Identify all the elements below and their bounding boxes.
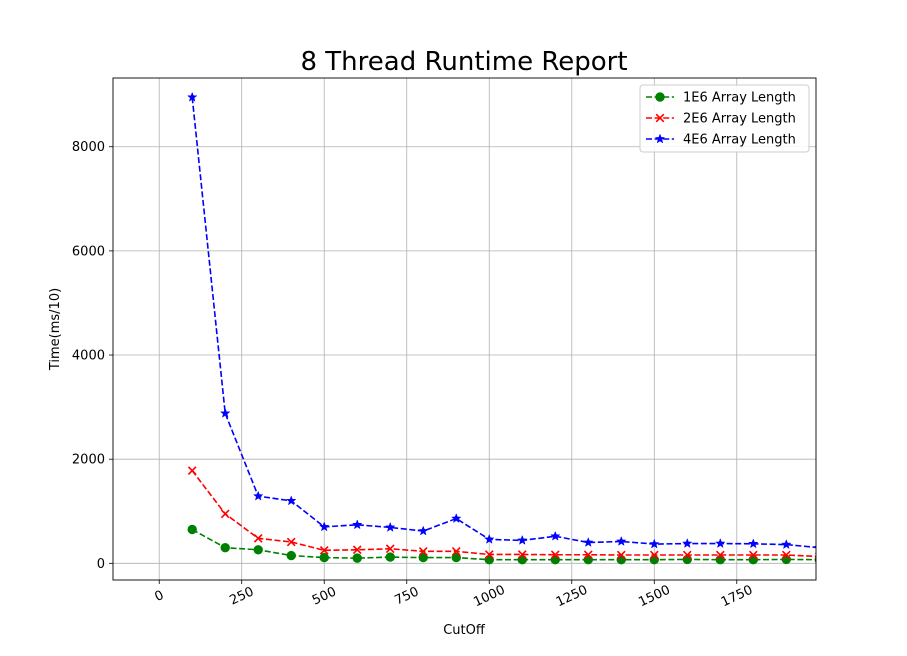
data-point — [682, 550, 692, 560]
y-axis-label: Time(ms/10) — [48, 288, 63, 371]
data-point — [418, 552, 428, 563]
data-point — [748, 550, 758, 560]
legend-label: 2E6 Array Length — [683, 112, 796, 127]
data-point — [484, 550, 494, 559]
data-point — [252, 490, 264, 501]
data-point — [484, 533, 495, 544]
data-point — [286, 550, 296, 561]
data-point — [219, 407, 231, 418]
series-line — [191, 470, 816, 558]
data-point — [517, 550, 527, 559]
data-point — [384, 521, 396, 532]
data-point — [550, 530, 561, 541]
series-line — [191, 528, 816, 561]
data-point — [220, 509, 230, 519]
legend-marker — [655, 92, 665, 102]
legend-label: 4E6 Array Length — [683, 133, 796, 148]
y-tick-label: 0 — [97, 557, 105, 572]
data-point — [220, 543, 230, 553]
data-point — [352, 545, 362, 555]
data-point — [186, 91, 198, 102]
data-point — [253, 545, 263, 555]
data-point — [781, 554, 791, 565]
x-tick-label: 1000 — [471, 583, 507, 611]
x-tick-label: 750 — [393, 584, 422, 608]
data-point — [682, 538, 693, 549]
data-point — [286, 537, 296, 547]
data-point — [450, 513, 462, 524]
y-tick-label: 8000 — [72, 140, 105, 155]
data-point — [285, 495, 297, 506]
data-point — [649, 538, 660, 549]
x-tick-label: 1500 — [636, 583, 672, 611]
data-point — [417, 525, 429, 536]
data-point — [352, 553, 362, 563]
legend-marker — [655, 113, 665, 123]
legend-item: 2E6 Array Length — [646, 112, 796, 127]
data-point — [319, 545, 329, 555]
data-point — [187, 524, 197, 535]
x-tick-label: 1250 — [554, 583, 590, 611]
series-3 — [186, 91, 816, 550]
series-2 — [187, 466, 816, 561]
data-point — [318, 521, 330, 532]
data-point — [616, 550, 626, 560]
data-point — [550, 550, 560, 560]
data-point — [385, 552, 395, 562]
x-tick-label: 0 — [152, 588, 166, 605]
data-point — [748, 554, 758, 565]
data-point — [351, 519, 363, 530]
data-point — [682, 554, 692, 565]
data-point — [517, 534, 528, 545]
legend-box — [639, 84, 810, 153]
x-axis-label: CutOff — [443, 623, 486, 638]
data-point — [649, 550, 659, 560]
y-tick-label: 2000 — [72, 453, 105, 468]
axis-ticks: 0 250 500 750 1000 1250 1500 1750 0 2000 4000 6000 8… — [72, 140, 755, 610]
data-point — [814, 552, 816, 561]
data-point — [385, 544, 395, 554]
data-point — [715, 554, 725, 565]
data-point — [451, 552, 461, 563]
legend-marker — [654, 133, 666, 144]
grid — [113, 78, 816, 580]
legend-item: 4E6 Array Length — [646, 133, 796, 148]
x-tick-label: 500 — [310, 584, 339, 608]
data-point — [616, 554, 626, 565]
data-point — [319, 552, 329, 563]
y-tick-label: 4000 — [72, 349, 105, 364]
series-1 — [187, 524, 816, 565]
data-point — [781, 550, 791, 560]
data-point — [649, 554, 659, 565]
plot-frame — [112, 77, 817, 581]
chart-title: 8 Thread Runtime Report — [300, 47, 627, 77]
data-point — [781, 539, 792, 550]
x-tick-label: 250 — [228, 584, 257, 608]
data-point — [748, 538, 759, 549]
x-tick-label: 1750 — [719, 583, 755, 611]
data-point — [583, 550, 593, 560]
legend-item: 1E6 Array Length — [646, 91, 796, 106]
data-point — [187, 466, 197, 476]
data-point — [616, 535, 627, 546]
data-point — [583, 536, 594, 547]
legend: 1E6 Array Length 2E6 Array Length 4E6 Arra… — [639, 84, 810, 153]
legend-label: 1E6 Array Length — [683, 91, 796, 106]
data-point — [418, 546, 428, 556]
data-point — [715, 538, 726, 549]
series-line — [191, 97, 816, 549]
data-point — [715, 550, 725, 560]
data-point — [451, 546, 461, 556]
data-point — [253, 533, 263, 543]
y-tick-label: 6000 — [72, 244, 105, 259]
